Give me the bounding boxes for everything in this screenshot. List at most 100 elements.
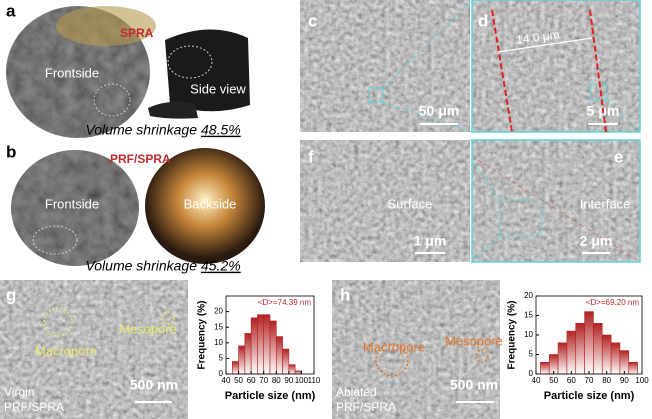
sample-cylinder bbox=[165, 29, 250, 112]
pore-label: Macropore bbox=[35, 343, 97, 358]
panel-h: h Macropore Mesopore Ablated PRF/SPRA 50… bbox=[332, 280, 503, 419]
bar bbox=[269, 320, 277, 375]
shrinkage-value: 48.5% bbox=[201, 122, 241, 138]
sample-fragment bbox=[148, 101, 198, 119]
histogram-chart: 0 5 10 15 20 40 50 60 70 80 90 100 110 <D>=74.39 nm Pa… bbox=[190, 280, 326, 419]
y-tick-label: 15 bbox=[214, 322, 223, 331]
sample-label: Virgin bbox=[4, 385, 34, 399]
bar bbox=[593, 322, 603, 375]
highlight-circle bbox=[167, 45, 213, 79]
y-tick-label: 20 bbox=[524, 291, 533, 300]
bar bbox=[282, 348, 290, 375]
bar bbox=[619, 350, 630, 375]
y-tick-label: 10 bbox=[524, 330, 533, 339]
panel-b: b PRF/SPRA Frontside Backside Volume shr… bbox=[6, 142, 265, 274]
panel-label: c bbox=[308, 11, 317, 30]
sample-disk bbox=[145, 148, 265, 264]
zoom-box bbox=[499, 199, 543, 237]
x-tick-label: 80 bbox=[272, 376, 281, 385]
panel-label: h bbox=[340, 285, 350, 304]
scale-label: 5 μm bbox=[587, 103, 620, 119]
bar bbox=[584, 311, 594, 375]
panel-label: e bbox=[614, 147, 623, 166]
sem-image bbox=[0, 280, 188, 419]
bar bbox=[263, 314, 271, 375]
x-tick-label: 40 bbox=[532, 376, 541, 385]
x-axis-label: Particle size (nm) bbox=[544, 390, 635, 402]
pore-marker bbox=[375, 343, 409, 377]
sample-label: PRF/SPRA bbox=[336, 400, 396, 414]
x-tick-label: 110 bbox=[308, 376, 321, 385]
bar bbox=[231, 361, 239, 375]
x-tick-label: 80 bbox=[602, 376, 611, 385]
sample-name: PRF/SPRA bbox=[110, 152, 171, 166]
side-label: Frontside bbox=[45, 65, 99, 80]
zoom-line bbox=[471, 235, 501, 263]
x-tick-label: 100 bbox=[295, 376, 309, 385]
y-tick-label: 15 bbox=[524, 311, 533, 320]
y-tick-label: 20 bbox=[214, 307, 223, 316]
bar bbox=[628, 361, 638, 375]
shrinkage-label: Volume shrinkage bbox=[85, 122, 197, 138]
shrinkage-label: Volume shrinkage bbox=[85, 258, 197, 274]
side-label: Backside bbox=[184, 196, 237, 211]
zoom-box bbox=[589, 83, 607, 101]
chart-title: <D>=74.39 nm bbox=[258, 298, 311, 307]
y-tick-label: 10 bbox=[214, 338, 223, 347]
x-tick-label: 40 bbox=[222, 376, 231, 385]
bar bbox=[250, 317, 258, 375]
scale-label: 2 μm bbox=[580, 233, 613, 249]
y-tick-label: 5 bbox=[219, 354, 224, 363]
shrinkage-value: 45.2% bbox=[201, 258, 241, 274]
histogram-chart: 0 5 10 15 20 40 50 60 70 80 90 100 <D>=69.20 nm Parti… bbox=[502, 280, 652, 419]
panel-label: f bbox=[308, 147, 314, 166]
x-axis-label: Particle size (nm) bbox=[225, 390, 316, 402]
panel-label: g bbox=[6, 285, 16, 304]
bar bbox=[566, 330, 577, 375]
scale-label: 500 nm bbox=[130, 377, 178, 393]
region-label: Interface bbox=[580, 196, 631, 211]
chart-title: <D>=69.20 nm bbox=[586, 298, 639, 307]
zoom-box bbox=[368, 87, 384, 103]
bar bbox=[238, 345, 246, 375]
panel-label: a bbox=[6, 1, 16, 20]
scale-label: 1 μm bbox=[414, 233, 447, 249]
zoom-line bbox=[605, 99, 641, 133]
side-label: Side view bbox=[190, 81, 246, 96]
sample-name: SPRA bbox=[120, 26, 154, 40]
y-axis-label: Frequency (%) bbox=[507, 301, 518, 370]
pore-label: Mesopore bbox=[445, 333, 503, 348]
y-tick-label: 0 bbox=[219, 369, 224, 378]
y-axis-label: Frequency (%) bbox=[197, 301, 208, 370]
sample-label: Ablated bbox=[336, 385, 377, 399]
pore-label: Macropore bbox=[363, 339, 425, 354]
pore-marker bbox=[475, 349, 489, 363]
bar bbox=[601, 334, 612, 375]
highlight-circle bbox=[32, 225, 78, 255]
side-label: Frontside bbox=[45, 196, 99, 211]
boundary-line bbox=[491, 9, 513, 133]
zoom-line bbox=[471, 159, 501, 201]
bar bbox=[610, 342, 621, 375]
sem-image bbox=[332, 280, 500, 419]
bar bbox=[575, 322, 585, 375]
panel-label: b bbox=[6, 142, 16, 161]
width-label: 14.0 μm bbox=[515, 27, 560, 47]
sem-image bbox=[300, 0, 470, 132]
frame bbox=[471, 0, 641, 133]
sample-label: PRF/SPRA bbox=[4, 400, 64, 414]
bar bbox=[257, 314, 265, 375]
x-tick-label: 50 bbox=[549, 376, 558, 385]
bar bbox=[275, 336, 283, 375]
panel-label: d bbox=[478, 11, 488, 30]
bar bbox=[244, 333, 252, 375]
panel-g: g Macropore Mesopore Virgin PRF/SPRA 500… bbox=[0, 280, 188, 419]
boundary-line bbox=[589, 9, 607, 133]
sample-disk bbox=[11, 150, 139, 266]
highlight-circle bbox=[93, 83, 131, 117]
x-tick-label: 90 bbox=[620, 376, 629, 385]
plot-frame bbox=[225, 295, 315, 375]
x-tick-label: 100 bbox=[635, 376, 649, 385]
bar bbox=[288, 364, 296, 375]
